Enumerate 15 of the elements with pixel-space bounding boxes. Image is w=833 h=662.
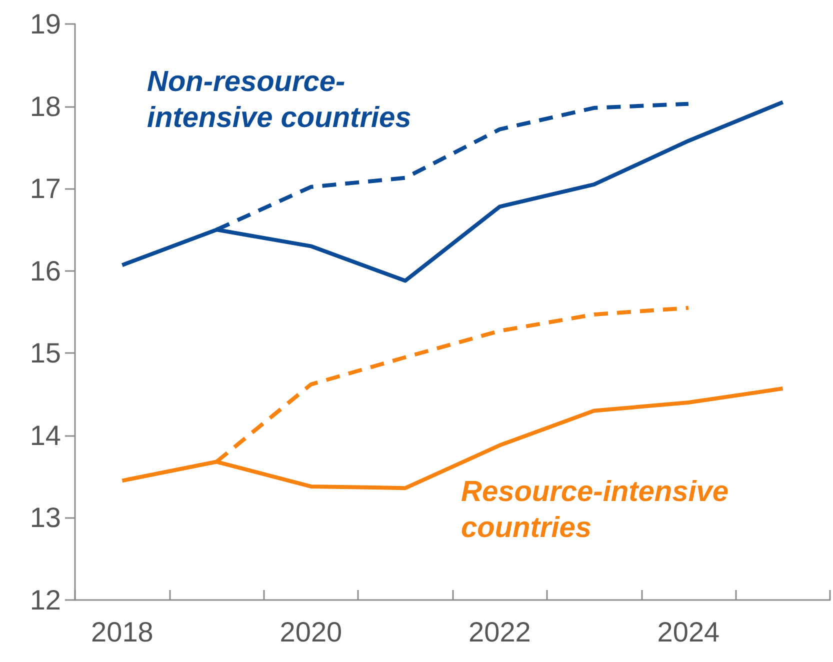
- y-tick-label: 19: [30, 8, 61, 40]
- y-tick-label: 13: [30, 502, 61, 534]
- x-tick-label: 2024: [657, 616, 720, 648]
- y-tick-label: 12: [30, 584, 61, 616]
- x-tick-label: 2022: [468, 616, 531, 648]
- line-series: [120, 100, 785, 283]
- y-tick-label: 18: [30, 90, 61, 122]
- y-tick-label: 14: [30, 420, 61, 451]
- x-tick-label: 2018: [91, 616, 154, 648]
- y-tick-label: 17: [30, 173, 61, 204]
- x-tick-label: 2020: [280, 616, 342, 648]
- series-label: Resource-intensive countries: [461, 476, 729, 544]
- y-tick-label: 15: [30, 338, 61, 369]
- text: Non-resource-intensive countries: [147, 66, 412, 134]
- y-tick-label: 16: [30, 255, 61, 286]
